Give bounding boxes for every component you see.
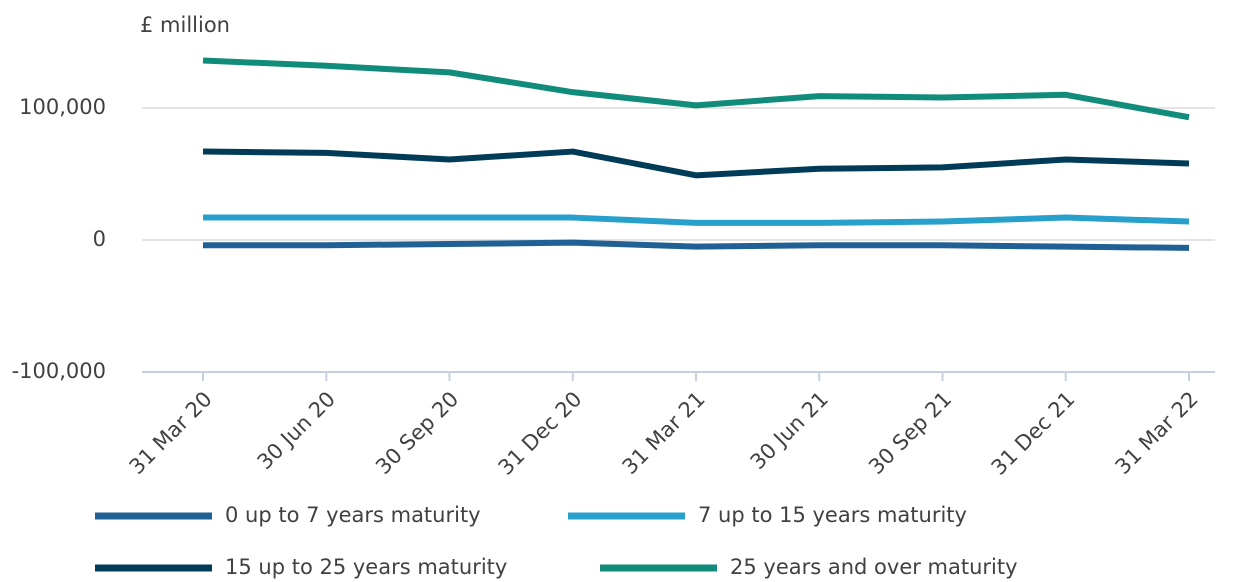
x-tick-label: 30 Jun 20 [253,387,340,474]
legend-label: 25 years and over maturity [730,555,1018,579]
series-line [203,239,1190,251]
x-tick-label: 31 Mar 21 [618,387,710,479]
x-tick-label: 31 Mar 22 [1111,387,1203,479]
series-line [203,214,1190,226]
y-axis-label: £ million [140,13,230,37]
x-tick-label: 30 Sep 21 [864,387,956,479]
legend-label: 15 up to 25 years maturity [225,555,507,579]
y-tick-label: 100,000 [19,95,106,119]
series-line [202,148,1190,179]
x-tick-label: 31 Mar 20 [125,387,217,479]
y-tick-label: -100,000 [12,359,106,383]
legend-label: 7 up to 15 years maturity [698,503,967,527]
y-tick-label: 0 [93,227,106,251]
x-tick-label: 30 Sep 20 [371,387,463,479]
x-tick-label: 30 Jun 21 [746,387,833,474]
series-line [202,57,1190,121]
x-tick-label: 31 Dec 21 [987,387,1080,480]
x-tick-label: 31 Dec 20 [494,387,587,480]
legend-label: 0 up to 7 years maturity [225,503,481,527]
